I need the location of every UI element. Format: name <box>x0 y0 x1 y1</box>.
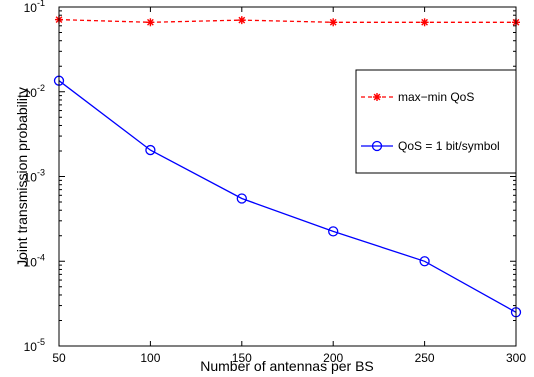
y-tick-label: 10-2 <box>24 83 45 100</box>
y-tick-label: 10-1 <box>24 0 45 15</box>
x-tick-label: 200 <box>323 351 343 365</box>
data-point-circle <box>145 144 156 156</box>
y-tick-label: 10-4 <box>24 252 45 269</box>
data-point-circle <box>419 256 430 267</box>
y-tick-label: 10-5 <box>24 337 45 354</box>
x-tick-label: 250 <box>415 351 435 365</box>
legend-box <box>355 69 517 174</box>
legend-entries: max−min QoS QoS = 1 bit/symbol <box>361 90 500 153</box>
x-axis-label: Number of antennas per BS <box>200 358 374 374</box>
series-line-1 <box>58 18 516 23</box>
x-tick-label: 150 <box>232 351 252 365</box>
data-point-asterisk <box>237 16 246 25</box>
x-tick-label: 50 <box>52 351 66 365</box>
data-point-asterisk <box>146 18 155 27</box>
legend-marker-asterisk <box>373 93 381 101</box>
legend: max−min QoS QoS = 1 bit/symbol <box>355 69 517 174</box>
data-point-circle <box>236 193 247 204</box>
data-point-circle <box>328 226 339 237</box>
data-point-asterisk <box>420 18 429 27</box>
y-axis-label: Joint transmission probability <box>14 87 30 267</box>
legend-label-1: max−min QoS <box>398 90 474 104</box>
data-point-asterisk <box>329 18 338 27</box>
legend-marker-circle <box>371 140 383 152</box>
series-line-2 <box>58 80 517 313</box>
x-tick-label: 300 <box>506 351 526 365</box>
x-tick-label: 100 <box>140 351 160 365</box>
y-tick-label: 10-3 <box>24 168 45 185</box>
legend-label-2: QoS = 1 bit/symbol <box>398 139 500 153</box>
plot-area <box>59 7 516 346</box>
plot-frame <box>58 6 517 347</box>
